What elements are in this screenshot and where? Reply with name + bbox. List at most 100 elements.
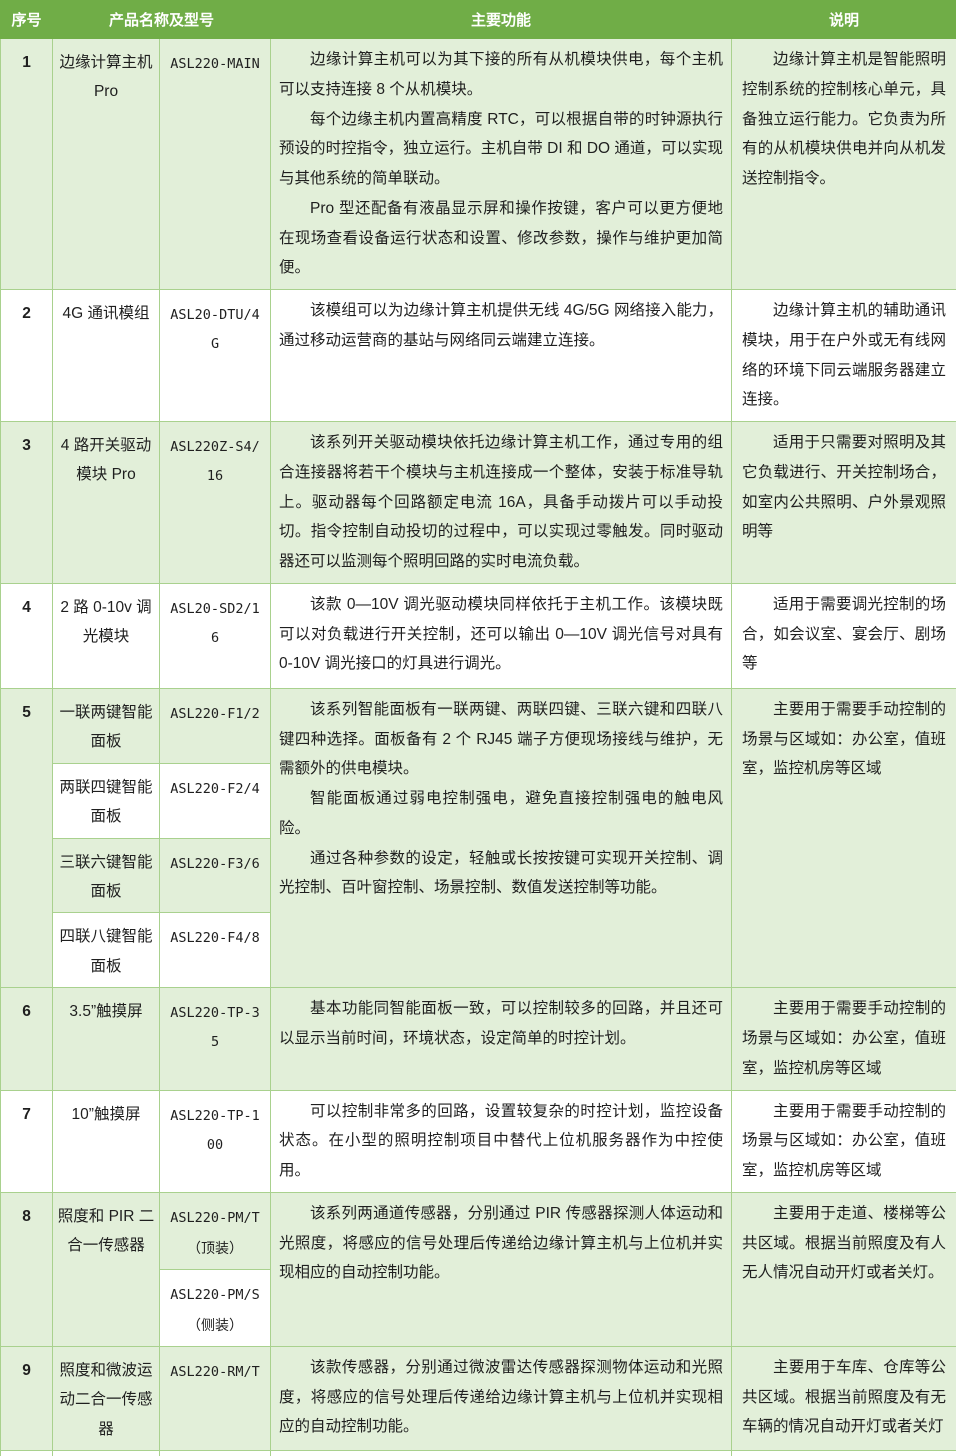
description-paragraph: 主要用于需要手动控制的场景与区域如：办公室，值班室，监控机房等区域 xyxy=(742,695,946,784)
model-cell: ASL220-F2/4 xyxy=(160,763,271,838)
description-cell: 主要用于车库、仓库等公共区域。根据当前照度及有无车辆的情况自动开灯或者关灯 xyxy=(732,1346,956,1450)
function-paragraph: 该款 0—10V 调光驱动模块同样依托于主机工作。该模块既可以对负载进行开关控制… xyxy=(279,590,723,679)
product-name-cell: 边缘计算主机 Pro xyxy=(53,39,160,290)
description-cell xyxy=(732,1451,956,1456)
row-number-cell xyxy=(1,1451,53,1456)
row-number-cell: 7 xyxy=(1,1090,53,1192)
function-cell: 该系列智能面板有一联两键、两联四键、三联六键和四联八键四种选择。面板备有 2 个… xyxy=(271,688,732,988)
description-paragraph: 主要用于走道、楼梯等公共区域。根据当前照度及有人无人情况自动开灯或者关灯。 xyxy=(742,1199,946,1288)
product-name-cell: 四联八键智能面板 xyxy=(53,913,160,988)
table-row-item-6: 6 3.5”触摸屏 ASL220-TP-35 基本功能同智能面板一致，可以控制较… xyxy=(1,988,956,1090)
product-name-cell xyxy=(53,1451,160,1456)
table-row-item-8: 8 照度和 PIR 二合一传感器 ASL220-PM/T （顶装） 该系列两通道… xyxy=(1,1192,956,1269)
function-cell: 该系列两通道传感器，分别通过 PIR 传感器探测人体运动和光照度，将感应的信号处… xyxy=(271,1192,732,1346)
description-paragraph: 边缘计算主机是智能照明控制系统的控制核心单元，具备独立运行能力。它负责为所有的从… xyxy=(742,45,946,194)
function-paragraph: Pro 型还配备有液晶显示屏和操作按键，客户可以更方便地在现场查看设备运行状态和… xyxy=(279,194,723,283)
table-row-item-9: 9 照度和微波运动二合一传感器 ASL220-RM/T 该款传感器，分别通过微波… xyxy=(1,1346,956,1450)
row-number-cell: 9 xyxy=(1,1346,53,1450)
function-paragraph: 智能面板通过弱电控制强电，避免直接控制强电的触电风险。 xyxy=(279,784,723,844)
header-row: 序号 产品名称及型号 主要功能 说明 xyxy=(1,1,956,39)
model-cell: ASL220Z-S4/16 xyxy=(160,422,271,584)
function-paragraph: 可以控制非常多的回路，设置较复杂的时控计划，监控设备状态。在小型的照明控制项目中… xyxy=(279,1097,723,1186)
function-paragraph: 该系列智能面板有一联两键、两联四键、三联六键和四联八键四种选择。面板备有 2 个… xyxy=(279,695,723,784)
description-cell: 主要用于走道、楼梯等公共区域。根据当前照度及有人无人情况自动开灯或者关灯。 xyxy=(732,1192,956,1346)
header-col-function: 主要功能 xyxy=(271,1,732,39)
product-name-cell: 10”触摸屏 xyxy=(53,1090,160,1192)
product-name-cell: 两联四键智能面板 xyxy=(53,763,160,838)
product-name-cell: 照度和微波运动二合一传感器 xyxy=(53,1346,160,1450)
description-cell: 适用于只需要对照明及其它负载进行、开关控制场合，如室内公共照明、户外景观照明等 xyxy=(732,422,956,584)
model-cell: ASL220-F3/6 xyxy=(160,838,271,913)
model-cell: ASL220-RM/T xyxy=(160,1346,271,1450)
description-cell: 适用于需要调光控制的场合，如会议室、宴会厅、剧场等 xyxy=(732,583,956,688)
model-cell: ASL20-SD2/16 xyxy=(160,583,271,688)
function-cell: 该系列开关驱动模块依托边缘计算主机工作，通过专用的组合连接器将若干个模块与主机连… xyxy=(271,422,732,584)
function-cell xyxy=(271,1451,732,1456)
product-name-cell: 4G 通讯模组 xyxy=(53,290,160,422)
table-row-clipped xyxy=(1,1451,956,1456)
description-cell: 主要用于需要手动控制的场景与区域如：办公室，值班室，监控机房等区域 xyxy=(732,988,956,1090)
model-code: ASL220-PM/S xyxy=(170,1287,259,1303)
table-row-item-4: 4 2 路 0-10v 调光模块 ASL20-SD2/16 该款 0—10V 调… xyxy=(1,583,956,688)
table-row-item-7: 7 10”触摸屏 ASL220-TP-100 可以控制非常多的回路，设置较复杂的… xyxy=(1,1090,956,1192)
function-paragraph: 基本功能同智能面板一致，可以控制较多的回路，并且还可以显示当前时间，环境状态，设… xyxy=(279,994,723,1054)
description-cell: 主要用于需要手动控制的场景与区域如：办公室，值班室，监控机房等区域 xyxy=(732,688,956,988)
row-number-cell: 4 xyxy=(1,583,53,688)
model-cell: ASL220-MAIN xyxy=(160,39,271,290)
header-col-description: 说明 xyxy=(732,1,956,39)
description-paragraph: 主要用于需要手动控制的场景与区域如：办公室，值班室，监控机房等区域 xyxy=(742,1097,946,1186)
row-number-cell: 1 xyxy=(1,39,53,290)
model-cell: ASL220-PM/T （顶装） xyxy=(160,1192,271,1269)
description-paragraph: 适用于只需要对照明及其它负载进行、开关控制场合，如室内公共照明、户外景观照明等 xyxy=(742,428,946,547)
row-number-cell: 2 xyxy=(1,290,53,422)
function-cell: 该款传感器，分别通过微波雷达传感器探测物体运动和光照度，将感应的信号处理后传递给… xyxy=(271,1346,732,1450)
description-paragraph: 主要用于车库、仓库等公共区域。根据当前照度及有无车辆的情况自动开灯或者关灯 xyxy=(742,1353,946,1442)
header-col-number: 序号 xyxy=(1,1,53,39)
model-cell: ASL220-TP-100 xyxy=(160,1090,271,1192)
model-cell: ASL220-TP-35 xyxy=(160,988,271,1090)
model-cell: ASL220-PM/S （侧装） xyxy=(160,1269,271,1346)
product-name-cell: 照度和 PIR 二合一传感器 xyxy=(53,1192,160,1346)
model-code: ASL220-PM/T xyxy=(170,1210,259,1226)
product-name-cell: 3.5”触摸屏 xyxy=(53,988,160,1090)
function-paragraph: 该系列两通道传感器，分别通过 PIR 传感器探测人体运动和光照度，将感应的信号处… xyxy=(279,1199,723,1288)
description-paragraph: 主要用于需要手动控制的场景与区域如：办公室，值班室，监控机房等区域 xyxy=(742,994,946,1083)
table-row-item-2: 2 4G 通讯模组 ASL20-DTU/4G 该模组可以为边缘计算主机提供无线 … xyxy=(1,290,956,422)
description-paragraph: 适用于需要调光控制的场合，如会议室、宴会厅、剧场等 xyxy=(742,590,946,679)
description-cell: 主要用于需要手动控制的场景与区域如：办公室，值班室，监控机房等区域 xyxy=(732,1090,956,1192)
function-cell: 该模组可以为边缘计算主机提供无线 4G/5G 网络接入能力，通过移动运营商的基站… xyxy=(271,290,732,422)
mount-type-label: （顶装） xyxy=(167,1233,263,1263)
row-number-cell: 5 xyxy=(1,688,53,988)
function-cell: 基本功能同智能面板一致，可以控制较多的回路，并且还可以显示当前时间，环境状态，设… xyxy=(271,988,732,1090)
model-cell: ASL220-F4/8 xyxy=(160,913,271,988)
table-row-item-1: 1 边缘计算主机 Pro ASL220-MAIN 边缘计算主机可以为其下接的所有… xyxy=(1,39,956,290)
function-cell: 可以控制非常多的回路，设置较复杂的时控计划，监控设备状态。在小型的照明控制项目中… xyxy=(271,1090,732,1192)
header-col-product: 产品名称及型号 xyxy=(53,1,271,39)
table-row-item-5: 5 一联两键智能面板 ASL220-F1/2 该系列智能面板有一联两键、两联四键… xyxy=(1,688,956,763)
product-name-cell: 4 路开关驱动模块 Pro xyxy=(53,422,160,584)
row-number-cell: 3 xyxy=(1,422,53,584)
description-cell: 边缘计算主机是智能照明控制系统的控制核心单元，具备独立运行能力。它负责为所有的从… xyxy=(732,39,956,290)
function-paragraph: 边缘计算主机可以为其下接的所有从机模块供电，每个主机可以支持连接 8 个从机模块… xyxy=(279,45,723,105)
row-number-cell: 8 xyxy=(1,1192,53,1346)
function-paragraph: 该款传感器，分别通过微波雷达传感器探测物体运动和光照度，将感应的信号处理后传递给… xyxy=(279,1353,723,1442)
function-paragraph: 该模组可以为边缘计算主机提供无线 4G/5G 网络接入能力，通过移动运营商的基站… xyxy=(279,296,723,356)
row-number-cell: 6 xyxy=(1,988,53,1090)
model-cell: ASL220-F1/2 xyxy=(160,688,271,763)
product-name-cell: 三联六键智能面板 xyxy=(53,838,160,913)
model-cell: ASL20-DTU/4G xyxy=(160,290,271,422)
table-row-item-3: 3 4 路开关驱动模块 Pro ASL220Z-S4/16 该系列开关驱动模块依… xyxy=(1,422,956,584)
description-cell: 边缘计算主机的辅助通讯模块，用于在户外或无有线网络的环境下同云端服务器建立连接。 xyxy=(732,290,956,422)
model-cell xyxy=(160,1451,271,1456)
function-paragraph: 该系列开关驱动模块依托边缘计算主机工作，通过专用的组合连接器将若干个模块与主机连… xyxy=(279,428,723,577)
product-name-cell: 2 路 0-10v 调光模块 xyxy=(53,583,160,688)
product-name-cell: 一联两键智能面板 xyxy=(53,688,160,763)
function-cell: 边缘计算主机可以为其下接的所有从机模块供电，每个主机可以支持连接 8 个从机模块… xyxy=(271,39,732,290)
function-paragraph: 每个边缘主机内置高精度 RTC，可以根据自带的时钟源执行预设的时控指令，独立运行… xyxy=(279,105,723,194)
mount-type-label: （侧装） xyxy=(167,1310,263,1340)
function-cell: 该款 0—10V 调光驱动模块同样依托于主机工作。该模块既可以对负载进行开关控制… xyxy=(271,583,732,688)
function-paragraph: 通过各种参数的设定，轻触或长按按键可实现开关控制、调光控制、百叶窗控制、场景控制… xyxy=(279,844,723,904)
description-paragraph: 边缘计算主机的辅助通讯模块，用于在户外或无有线网络的环境下同云端服务器建立连接。 xyxy=(742,296,946,415)
